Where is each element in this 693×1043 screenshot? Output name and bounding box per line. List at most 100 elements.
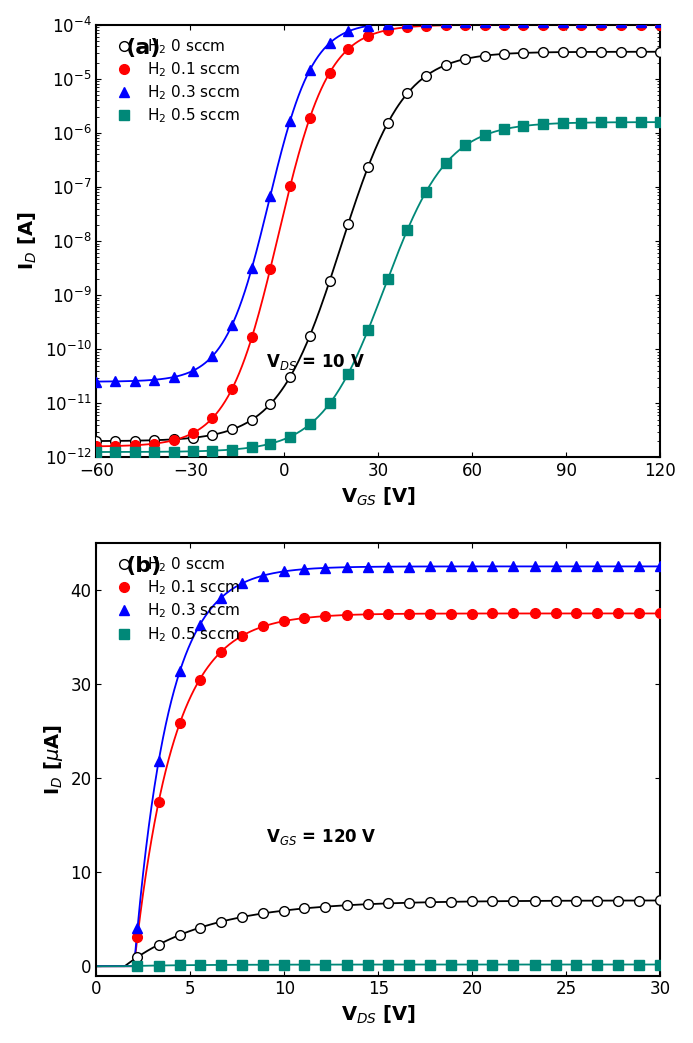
H$_2$ 0 sccm [462,53,470,66]
H$_2$ 0.3 sccm [559,16,567,28]
H$_2$ 0.3 sccm [170,370,178,383]
H$_2$ 0.5 sccm [593,959,601,971]
H$_2$ 0.5 sccm [468,959,477,971]
H$_2$ 0.3 sccm [635,560,643,573]
Line: H$_2$ 0.3 sccm: H$_2$ 0.3 sccm [91,17,665,387]
H$_2$ 0.5 sccm [597,116,605,128]
H$_2$ 0.3 sccm [617,16,625,28]
H$_2$ 0.5 sccm [500,123,508,136]
H$_2$ 0 sccm [170,433,178,445]
H$_2$ 0 sccm [468,895,477,907]
H$_2$ 0.1 sccm [597,19,605,31]
H$_2$ 0.3 sccm [481,16,489,28]
H$_2$ 0 sccm [635,894,643,906]
H$_2$ 0.1 sccm [383,608,392,621]
H$_2$ 0.5 sccm [150,445,159,458]
H$_2$ 0.3 sccm [326,37,334,49]
H$_2$ 0 sccm [656,894,665,906]
H$_2$ 0 sccm [111,435,119,447]
H$_2$ 0.5 sccm [488,959,496,971]
H$_2$ 0.1 sccm [238,630,246,642]
H$_2$ 0.1 sccm [531,607,539,620]
Text: V$_{GS}$ = 120 V: V$_{GS}$ = 120 V [265,827,376,847]
Line: H$_2$ 0.5 sccm: H$_2$ 0.5 sccm [132,960,665,971]
H$_2$ 0 sccm [403,87,412,99]
H$_2$ 0 sccm [481,49,489,62]
H$_2$ 0.3 sccm [322,561,330,574]
H$_2$ 0 sccm [364,898,372,911]
H$_2$ 0.1 sccm [426,607,435,620]
H$_2$ 0.3 sccm [421,16,430,28]
H$_2$ 0.1 sccm [421,20,430,32]
H$_2$ 0 sccm [614,894,622,906]
H$_2$ 0 sccm [421,70,430,82]
H$_2$ 0.3 sccm [364,20,372,32]
H$_2$ 0.1 sccm [306,112,314,124]
H$_2$ 0.3 sccm [656,560,665,573]
H$_2$ 0 sccm [441,58,450,71]
H$_2$ 0.3 sccm [306,64,314,76]
H$_2$ 0.5 sccm [155,960,163,972]
H$_2$ 0.3 sccm [228,318,236,331]
H$_2$ 0.1 sccm [176,717,184,729]
H$_2$ 0.3 sccm [441,16,450,28]
H$_2$ 0.3 sccm [133,922,141,935]
H$_2$ 0.1 sccm [614,607,622,620]
H$_2$ 0 sccm [195,921,204,933]
H$_2$ 0.1 sccm [155,796,163,808]
H$_2$ 0.3 sccm [300,563,308,576]
H$_2$ 0 sccm [238,911,246,923]
H$_2$ 0 sccm [342,899,351,912]
H$_2$ 0.5 sccm [403,223,412,236]
H$_2$ 0.5 sccm [405,959,413,971]
H$_2$ 0.5 sccm [326,397,334,410]
H$_2$ 0.1 sccm [488,607,496,620]
H$_2$ 0 sccm [552,895,560,907]
H$_2$ 0.3 sccm [155,755,163,768]
H$_2$ 0.3 sccm [462,16,470,28]
H$_2$ 0.5 sccm [636,116,644,128]
H$_2$ 0.1 sccm [326,67,334,79]
H$_2$ 0.1 sccm [593,607,601,620]
H$_2$ 0.5 sccm [656,116,665,128]
H$_2$ 0.5 sccm [228,443,236,456]
H$_2$ 0.1 sccm [150,437,159,450]
H$_2$ 0 sccm [217,916,225,928]
H$_2$ 0 sccm [383,117,392,129]
H$_2$ 0.1 sccm [635,607,643,620]
H$_2$ 0.3 sccm [342,561,351,574]
H$_2$ 0 sccm [188,432,197,444]
H$_2$ 0 sccm [405,897,413,909]
H$_2$ 0 sccm [306,330,314,342]
H$_2$ 0.5 sccm [322,959,330,971]
H$_2$ 0.5 sccm [259,959,267,971]
Line: H$_2$ 0.1 sccm: H$_2$ 0.1 sccm [132,608,665,942]
Line: H$_2$ 0.3 sccm: H$_2$ 0.3 sccm [132,561,665,933]
H$_2$ 0 sccm [344,218,352,231]
H$_2$ 0.3 sccm [488,560,496,573]
H$_2$ 0 sccm [300,902,308,915]
H$_2$ 0.5 sccm [441,157,450,170]
H$_2$ 0.5 sccm [509,959,518,971]
Legend: H$_2$ 0 sccm, H$_2$ 0.1 sccm, H$_2$ 0.3 sccm, H$_2$ 0.5 sccm: H$_2$ 0 sccm, H$_2$ 0.1 sccm, H$_2$ 0.3 … [104,32,245,130]
H$_2$ 0.3 sccm [195,618,204,631]
Line: H$_2$ 0 sccm: H$_2$ 0 sccm [91,47,665,446]
H$_2$ 0.1 sccm [188,427,197,439]
H$_2$ 0.1 sccm [266,262,274,274]
H$_2$ 0.5 sccm [617,116,625,128]
H$_2$ 0.3 sccm [266,190,274,202]
H$_2$ 0.1 sccm [259,621,267,633]
H$_2$ 0.1 sccm [344,43,352,55]
H$_2$ 0.1 sccm [130,439,139,452]
H$_2$ 0 sccm [500,48,508,60]
H$_2$ 0 sccm [133,951,141,964]
H$_2$ 0.3 sccm [111,375,119,388]
H$_2$ 0.1 sccm [572,607,580,620]
X-axis label: V$_{GS}$ [V]: V$_{GS}$ [V] [341,486,416,508]
H$_2$ 0.3 sccm [539,16,547,28]
H$_2$ 0.5 sccm [447,959,455,971]
H$_2$ 0.1 sccm [447,607,455,620]
H$_2$ 0.3 sccm [426,560,435,573]
H$_2$ 0 sccm [322,900,330,913]
H$_2$ 0 sccm [656,46,665,58]
